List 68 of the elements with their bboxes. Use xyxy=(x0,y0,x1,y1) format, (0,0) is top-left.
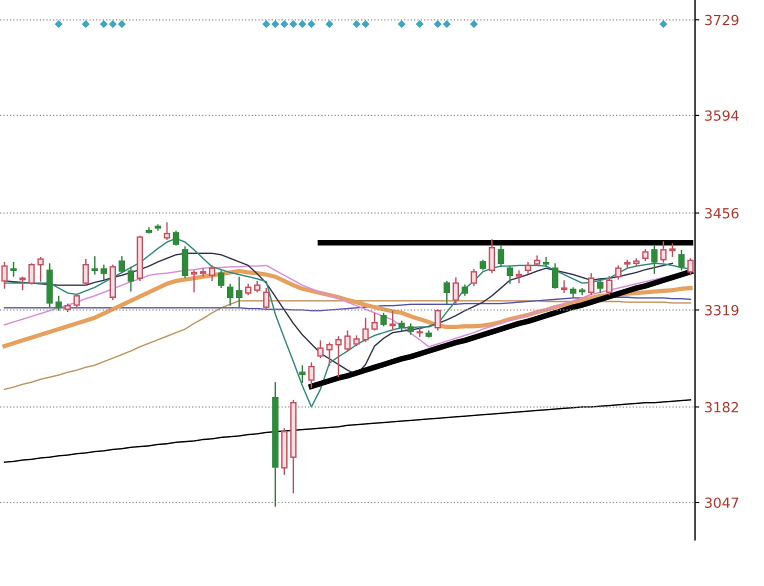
candlestick xyxy=(190,270,198,293)
candlestick xyxy=(254,280,260,293)
candlestick xyxy=(208,264,216,282)
candlestick xyxy=(389,310,396,332)
candlestick xyxy=(660,240,667,264)
candlestick xyxy=(488,238,496,274)
candlestick xyxy=(570,286,576,299)
candlestick xyxy=(317,340,324,359)
y-tick-label: 3456 xyxy=(705,208,739,218)
candlestick xyxy=(74,294,80,309)
candlestick xyxy=(498,244,504,268)
candlestick xyxy=(470,268,478,287)
candlestick xyxy=(362,317,369,343)
candlestick xyxy=(371,312,378,332)
candlestick xyxy=(588,272,594,296)
candlestick xyxy=(398,320,405,332)
candlestick xyxy=(542,256,550,268)
y-tick-label: 3729 xyxy=(705,14,738,26)
candlestick xyxy=(552,262,558,290)
candlestick xyxy=(516,270,522,284)
candlestick xyxy=(82,258,89,287)
candlestick xyxy=(480,259,486,272)
candlestick xyxy=(55,295,62,312)
candlestick xyxy=(560,280,568,294)
candlestick xyxy=(263,287,270,310)
candlestick xyxy=(1,261,8,290)
candlestick xyxy=(651,244,658,275)
candlestick xyxy=(245,283,252,296)
candlestick xyxy=(218,270,224,289)
candlestick xyxy=(344,330,351,352)
candlestick xyxy=(452,276,459,304)
candlestick xyxy=(642,248,649,262)
candlestick xyxy=(19,276,26,291)
candlestick xyxy=(10,261,17,278)
candlestick xyxy=(28,262,35,286)
candlestick xyxy=(380,312,387,327)
candlestick xyxy=(128,266,134,292)
candlestick xyxy=(606,275,612,296)
y-tick-label: 3047 xyxy=(705,497,738,508)
candlestick xyxy=(506,264,514,284)
candlestick xyxy=(524,261,532,275)
candlestick xyxy=(37,256,44,282)
candlestick xyxy=(444,280,450,306)
candlestick xyxy=(597,278,604,294)
candlestick xyxy=(226,283,234,306)
candlestick xyxy=(92,256,98,276)
candlestick xyxy=(678,249,685,272)
y-tick-label: 3594 xyxy=(705,110,739,121)
candlestick xyxy=(534,254,540,267)
candlestick xyxy=(164,222,170,241)
candlestick xyxy=(172,230,180,246)
candlestick xyxy=(326,342,333,367)
candlestick xyxy=(434,308,441,332)
candlestick xyxy=(353,334,360,347)
candlestick xyxy=(299,364,306,384)
candlestick xyxy=(100,264,107,280)
candlestick xyxy=(615,264,622,280)
candlestick xyxy=(669,242,676,258)
y-tick-label: 3319 xyxy=(705,304,738,316)
candlestick xyxy=(687,258,694,276)
candlestick xyxy=(408,322,414,336)
y-tick-label: 3182 xyxy=(705,402,738,412)
candlestick xyxy=(416,326,423,338)
candlestick xyxy=(236,276,242,309)
candlestick xyxy=(118,256,126,274)
candlestick xyxy=(335,335,342,378)
candlestick xyxy=(462,284,468,297)
candlestick xyxy=(308,362,315,389)
